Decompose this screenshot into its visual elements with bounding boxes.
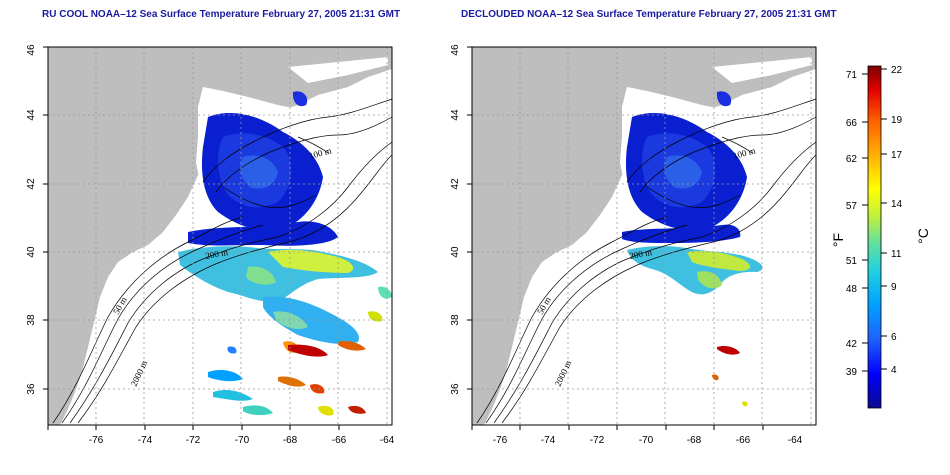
right-contour-label-200m: 200 m [629, 247, 653, 261]
colorbar-f-tick: 39 [846, 367, 858, 378]
right-lat-tick: 44 [450, 109, 461, 121]
right-lat-tick: 36 [450, 383, 461, 395]
colorbar: 71 66 62 57 51 48 42 39 22 19 17 14 11 9… [830, 65, 931, 409]
left-lon-tick: -74 [138, 435, 153, 446]
right-lat-tick: 38 [450, 314, 461, 326]
colorbar-f-tick: 71 [846, 70, 858, 81]
left-lon-tick: -66 [332, 435, 347, 446]
colorbar-f-tick: 66 [846, 118, 858, 129]
colorbar-c-tick: 19 [891, 115, 903, 126]
left-lat-tick: 44 [26, 109, 37, 121]
right-lon-tick: -70 [639, 435, 654, 446]
right-lon-tick: -68 [687, 435, 702, 446]
colorbar-f-tick: 57 [846, 201, 858, 212]
right-lat-tick: 42 [450, 178, 461, 190]
colorbar-c-tick: 9 [891, 282, 897, 293]
left-lat-tick: 46 [26, 44, 37, 56]
left-lon-tick: -64 [380, 435, 395, 446]
left-lon-tick: -68 [283, 435, 298, 446]
colorbar-c-tick: 6 [891, 332, 897, 343]
left-lat-tick: 38 [26, 314, 37, 326]
left-y-axis [43, 46, 48, 390]
left-lat-tick: 40 [26, 246, 37, 258]
left-lon-tick: -76 [89, 435, 104, 446]
right-y-tick-labels: 36 38 40 42 44 46 [450, 44, 461, 395]
right-lon-tick: -72 [590, 435, 605, 446]
left-map: 100 m 200 m 50 m 2000 m [47, 46, 393, 426]
colorbar-c-tick: 17 [891, 150, 903, 161]
left-lon-tick: -72 [186, 435, 201, 446]
right-lon-tick: -76 [493, 435, 508, 446]
right-lon-tick: -66 [736, 435, 751, 446]
colorbar-c-tick: 14 [891, 199, 903, 210]
colorbar-celsius-label: °C [915, 228, 931, 244]
left-x-tick-labels: -76 -74 -72 -70 -68 -66 -64 [89, 435, 395, 446]
colorbar-f-tick: 42 [846, 339, 858, 350]
right-map-title: DECLOUDED NOAA–12 Sea Surface Temperatur… [461, 9, 837, 20]
colorbar-f-tick: 48 [846, 284, 858, 295]
right-map: 100 m 200 m 50 m 2000 m [471, 46, 817, 426]
left-sst-overlay [178, 91, 392, 416]
colorbar-f-tick: 51 [846, 256, 858, 267]
colorbar-f-tick: 62 [846, 154, 858, 165]
colorbar-fahrenheit-label: °F [830, 233, 846, 247]
left-x-axis [47, 425, 340, 430]
right-lat-tick: 40 [450, 246, 461, 258]
left-lon-tick: -70 [235, 435, 250, 446]
left-lat-tick: 36 [26, 383, 37, 395]
colorbar-c-tick: 22 [891, 65, 903, 76]
right-x-axis [471, 425, 764, 430]
colorbar-c-tick: 11 [891, 249, 902, 260]
right-lat-tick: 46 [450, 44, 461, 56]
left-y-tick-labels: 36 38 40 42 44 46 [26, 44, 37, 395]
right-lon-tick: -64 [788, 435, 803, 446]
right-x-tick-labels: -76 -74 -72 -70 -68 -66 -64 [493, 435, 803, 446]
right-y-axis [467, 46, 472, 390]
colorbar-c-tick: 4 [891, 365, 897, 376]
right-lon-tick: -74 [541, 435, 556, 446]
left-contour-label-200m: 200 m [205, 247, 229, 261]
left-lat-tick: 42 [26, 178, 37, 190]
colorbar-gradient [867, 65, 882, 409]
left-map-title: RU COOL NOAA–12 Sea Surface Temperature … [42, 9, 401, 20]
